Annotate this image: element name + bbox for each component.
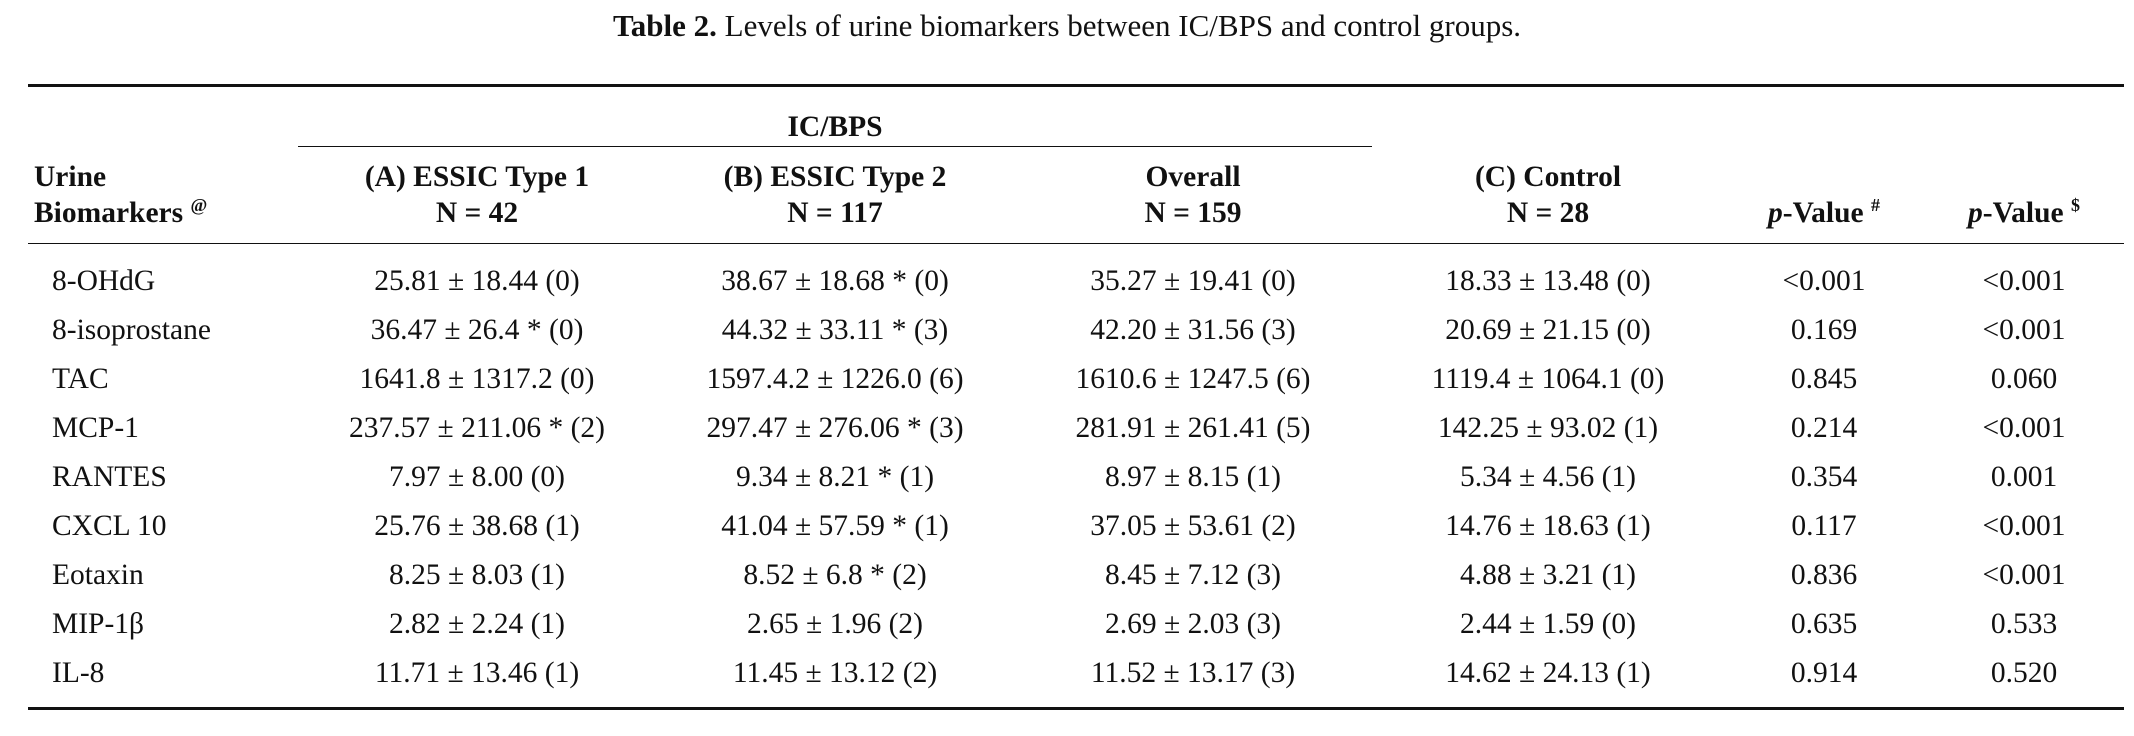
- cell-essic-type2: 44.32 ± 33.11 * (3): [721, 313, 949, 346]
- table-row: 8-isoprostane 36.47 ± 26.4 * (0) 44.32 ±…: [28, 305, 2124, 354]
- table-row: MCP-1 237.57 ± 211.06 * (2) 297.47 ± 276…: [28, 403, 2124, 452]
- cell-control: 14.76 ± 18.63 (1): [1445, 509, 1651, 542]
- cell-overall: 1610.6 ± 1247.5 (6): [1075, 362, 1311, 395]
- header-column-row: Urine Biomarkers @ (A) ESSIC Type 1 N = …: [28, 146, 2124, 244]
- table-row: 8-OHdG 25.81 ± 18.44 (0) 38.67 ± 18.68 *…: [28, 244, 2124, 306]
- cell-pvalue-dollar: 0.520: [1924, 648, 2124, 710]
- cell-overall: 42.20 ± 31.56 (3): [1090, 313, 1296, 346]
- cell-pvalue-hash: 0.635: [1790, 607, 1858, 640]
- table-row: MIP-1β 2.82 ± 2.24 (1) 2.65 ± 1.96 (2) 2…: [28, 599, 2124, 648]
- col-header-biomarker: Urine Biomarkers @: [28, 146, 298, 244]
- biomarker-name: RANTES: [52, 460, 167, 493]
- cell-control: 20.69 ± 21.15 (0): [1445, 313, 1651, 346]
- cell-pvalue-hash: 0.836: [1790, 558, 1858, 591]
- cell-control: 1119.4 ± 1064.1 (0): [1431, 362, 1665, 395]
- cell-essic-type2: 41.04 ± 57.59 * (1): [721, 509, 949, 542]
- table-row: CXCL 10 25.76 ± 38.68 (1) 41.04 ± 57.59 …: [28, 501, 2124, 550]
- cell-pvalue-hash: 0.914: [1724, 648, 1924, 710]
- cell-essic-type1: 25.81 ± 18.44 (0): [374, 264, 580, 297]
- cell-pvalue-hash: <0.001: [1782, 264, 1866, 297]
- cell-essic-type2: 2.65 ± 1.96 (2): [747, 607, 923, 640]
- col-header-pvalue-hash: p-Value #: [1724, 146, 1924, 244]
- cell-control: 2.44 ± 1.59 (0): [1460, 607, 1636, 640]
- cell-overall: 11.52 ± 13.17 (3): [1014, 648, 1372, 710]
- cell-essic-type1: 11.71 ± 13.46 (1): [298, 648, 656, 710]
- col-header-control: (C) Control N = 28: [1372, 146, 1724, 244]
- biomarker-name: CXCL 10: [52, 509, 167, 542]
- cell-pvalue-dollar: <0.001: [1982, 558, 2066, 591]
- cell-pvalue-hash: 0.169: [1790, 313, 1858, 346]
- cell-essic-type1: 8.25 ± 8.03 (1): [389, 558, 565, 591]
- table-row: TAC 1641.8 ± 1317.2 (0) 1597.4.2 ± 1226.…: [28, 354, 2124, 403]
- cell-pvalue-dollar: 0.001: [1990, 460, 2058, 493]
- cell-pvalue-dollar: 0.533: [1990, 607, 2058, 640]
- table-row: Eotaxin 8.25 ± 8.03 (1) 8.52 ± 6.8 * (2)…: [28, 550, 2124, 599]
- caption-label: Table 2.: [612, 8, 717, 43]
- table-caption: Table 2. Levels of urine biomarkers betw…: [0, 4, 2134, 48]
- cell-essic-type1: 7.97 ± 8.00 (0): [389, 460, 565, 493]
- cell-essic-type2: 11.45 ± 13.12 (2): [656, 648, 1014, 710]
- cell-overall: 8.45 ± 7.12 (3): [1105, 558, 1281, 591]
- cell-control: 5.34 ± 4.56 (1): [1460, 460, 1636, 493]
- cell-pvalue-hash: 0.117: [1791, 509, 1857, 542]
- biomarker-name: IL-8: [28, 648, 298, 710]
- cell-essic-type2: 1597.4.2 ± 1226.0 (6): [706, 362, 964, 395]
- col-header-essic-type1: (A) ESSIC Type 1 N = 42: [298, 146, 656, 244]
- cell-pvalue-hash: 0.214: [1790, 411, 1858, 444]
- caption-text: Levels of urine biomarkers between IC/BP…: [724, 8, 1522, 43]
- cell-essic-type1: 1641.8 ± 1317.2 (0): [359, 362, 595, 395]
- cell-overall: 8.97 ± 8.15 (1): [1105, 460, 1281, 493]
- cell-pvalue-hash: 0.845: [1790, 362, 1858, 395]
- cell-essic-type1: 25.76 ± 38.68 (1): [374, 509, 580, 542]
- cell-control: 14.62 ± 24.13 (1): [1372, 648, 1724, 710]
- biomarker-name: MCP-1: [52, 411, 139, 444]
- biomarker-name: MIP-1β: [52, 607, 145, 640]
- biomarker-name: 8-isoprostane: [52, 313, 211, 346]
- cell-pvalue-dollar: <0.001: [1982, 509, 2066, 542]
- table-row: IL-8 11.71 ± 13.46 (1) 11.45 ± 13.12 (2)…: [28, 648, 2124, 710]
- biomarker-footnote-mark: @: [190, 195, 208, 216]
- cell-essic-type1: 36.47 ± 26.4 * (0): [370, 313, 584, 346]
- biomarker-name: Eotaxin: [52, 558, 144, 591]
- cell-overall: 35.27 ± 19.41 (0): [1090, 264, 1296, 297]
- cell-essic-type2: 8.52 ± 6.8 * (2): [743, 558, 927, 591]
- cell-overall: 37.05 ± 53.61 (2): [1090, 509, 1296, 542]
- cell-overall: 2.69 ± 2.03 (3): [1105, 607, 1281, 640]
- cell-pvalue-hash: 0.354: [1790, 460, 1858, 493]
- cell-pvalue-dollar: <0.001: [1982, 411, 2066, 444]
- cell-control: 4.88 ± 3.21 (1): [1460, 558, 1636, 591]
- biomarker-table: IC/BPS Urine Biomarkers @ (A) ESSIC Type…: [28, 84, 2124, 710]
- cell-essic-type2: 297.47 ± 276.06 * (3): [706, 411, 964, 444]
- cell-control: 18.33 ± 13.48 (0): [1445, 264, 1651, 297]
- cell-overall: 281.91 ± 261.41 (5): [1075, 411, 1311, 444]
- cell-essic-type1: 237.57 ± 211.06 * (2): [349, 411, 605, 444]
- biomarker-name: 8-OHdG: [52, 264, 156, 297]
- cell-pvalue-dollar: 0.060: [1990, 362, 2058, 395]
- header-group-row: IC/BPS: [28, 84, 2124, 147]
- col-header-essic-type2: (B) ESSIC Type 2 N = 117: [656, 146, 1014, 244]
- cell-essic-type1: 2.82 ± 2.24 (1): [389, 607, 565, 640]
- cell-pvalue-dollar: <0.001: [1982, 313, 2066, 346]
- cell-essic-type2: 38.67 ± 18.68 * (0): [721, 264, 949, 297]
- biomarker-name: TAC: [52, 362, 109, 395]
- cell-control: 142.25 ± 93.02 (1): [1437, 411, 1659, 444]
- cell-pvalue-dollar: <0.001: [1982, 264, 2066, 297]
- col-header-pvalue-dollar: p-Value $: [1924, 146, 2124, 244]
- group-header-icbps: IC/BPS: [298, 84, 1372, 147]
- col-header-overall: Overall N = 159: [1014, 146, 1372, 244]
- table-row: RANTES 7.97 ± 8.00 (0) 9.34 ± 8.21 * (1)…: [28, 452, 2124, 501]
- cell-essic-type2: 9.34 ± 8.21 * (1): [735, 460, 935, 493]
